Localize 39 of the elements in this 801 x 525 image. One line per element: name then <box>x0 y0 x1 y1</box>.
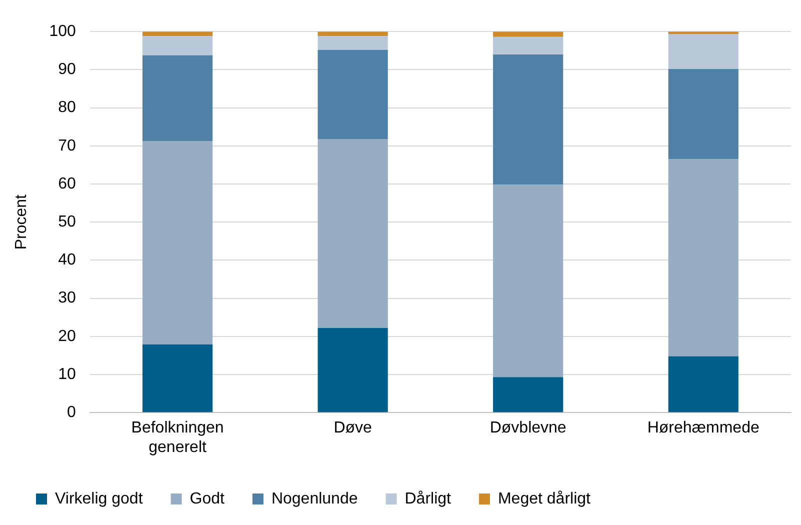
x-tick-label: Døve <box>334 420 372 437</box>
bar <box>493 54 564 185</box>
legend-label: Virkelig godt <box>55 490 144 508</box>
bar <box>318 328 388 412</box>
bar <box>142 140 213 344</box>
bar <box>493 36 564 54</box>
bar <box>668 159 738 356</box>
bar <box>142 344 213 412</box>
y-tick-label: 80 <box>58 99 76 116</box>
x-tick-label: Befolkningen generelt <box>131 420 224 456</box>
legend-label: Dårligt <box>404 490 452 508</box>
bar <box>318 36 388 50</box>
bar <box>668 356 738 412</box>
y-tick-label: 20 <box>58 328 76 345</box>
x-tick-label: Døvblevne <box>490 420 566 437</box>
legend-label: Godt <box>190 490 225 508</box>
bar <box>493 184 564 378</box>
x-tick-label: Hørehæmmede <box>647 420 760 437</box>
y-tick-label: 100 <box>49 23 76 40</box>
y-tick-label: 30 <box>58 290 76 307</box>
y-tick-label: 10 <box>58 366 76 383</box>
bar <box>142 55 213 141</box>
bar <box>493 32 564 37</box>
y-tick-label: 50 <box>58 214 76 231</box>
y-tick-label: 70 <box>58 137 76 154</box>
bar <box>318 50 388 140</box>
y-tick-label: 90 <box>58 61 76 78</box>
bar <box>668 68 738 160</box>
y-tick-label: 60 <box>58 175 76 192</box>
y-axis-title: Procent <box>13 194 30 250</box>
y-tick-label: 40 <box>58 252 76 269</box>
bar <box>668 34 738 69</box>
bar <box>493 377 564 412</box>
bar <box>142 36 213 56</box>
bar <box>318 139 388 328</box>
legend-label: Nogenlunde <box>271 490 358 508</box>
y-tick-label: 0 <box>66 404 76 422</box>
bar <box>668 32 738 34</box>
legend-label: Meget dårligt <box>498 490 592 508</box>
